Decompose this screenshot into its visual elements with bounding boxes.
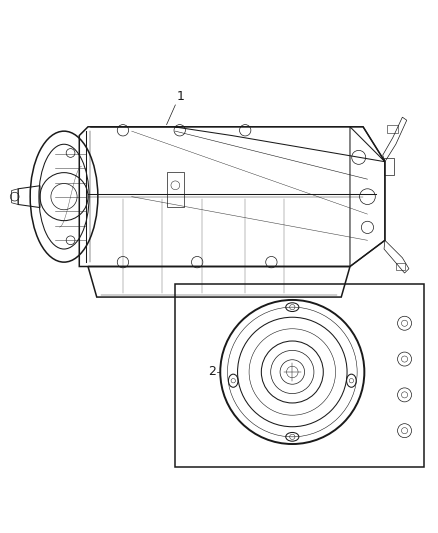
Bar bbox=[175, 284, 424, 467]
Text: 1: 1 bbox=[177, 90, 184, 103]
Text: 2: 2 bbox=[208, 366, 216, 378]
Bar bbox=[387, 125, 398, 133]
Bar bbox=[396, 263, 405, 270]
Bar bbox=[166, 172, 184, 207]
Bar bbox=[384, 158, 394, 175]
